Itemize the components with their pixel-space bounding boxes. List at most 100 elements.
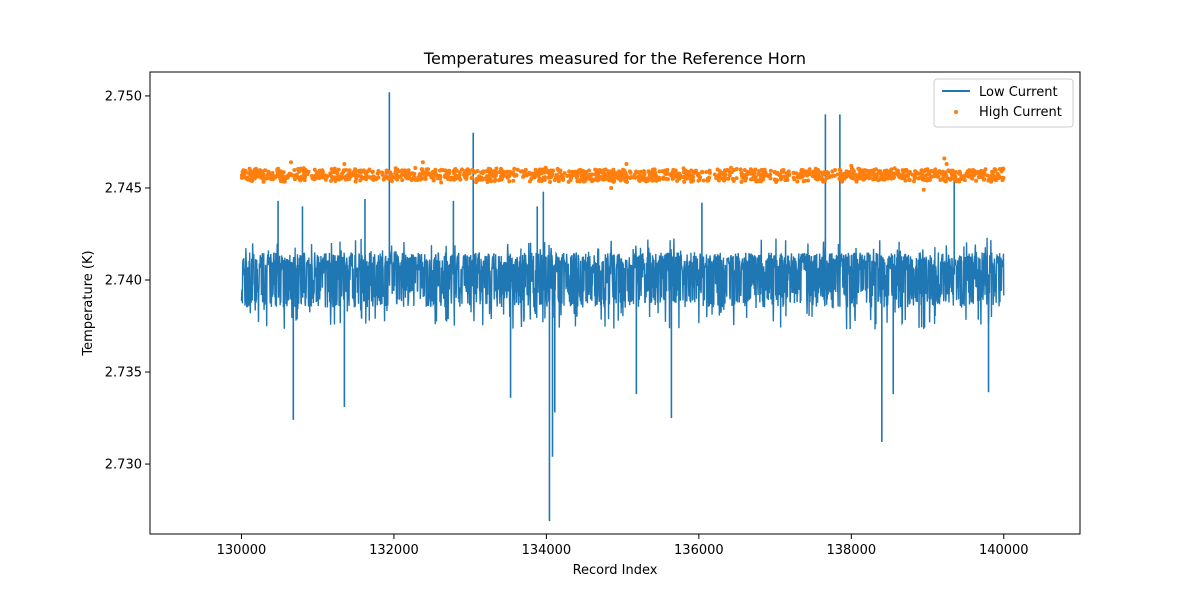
high-current-point — [900, 168, 905, 173]
high-current-point — [465, 167, 470, 172]
high-current-point — [491, 174, 496, 179]
high-current-point — [696, 178, 701, 183]
x-axis: 130000 132000 134000 136000 138000 140000 — [217, 534, 1029, 558]
high-current-point — [602, 172, 607, 177]
high-current-point — [800, 168, 805, 173]
high-current-point — [551, 168, 556, 173]
high-current-point — [641, 175, 646, 180]
high-current-point — [370, 169, 375, 174]
high-current-point — [628, 175, 633, 180]
high-current-point — [515, 167, 520, 172]
high-current-point — [248, 178, 253, 183]
high-current-point — [279, 174, 284, 179]
high-current-point — [670, 176, 675, 181]
high-current-point — [983, 167, 988, 172]
high-current-point — [256, 169, 261, 174]
high-current-point — [371, 177, 376, 182]
high-current-point — [705, 176, 710, 181]
legend-label-high-current: High Current — [979, 105, 1062, 120]
high-current-point — [751, 171, 756, 176]
high-current-point — [634, 169, 639, 174]
high-current-point — [459, 167, 464, 172]
x-tick-label: 140000 — [979, 543, 1029, 558]
high-current-point — [426, 167, 431, 172]
high-current-point — [250, 171, 255, 176]
high-current-point — [850, 174, 855, 179]
high-current-point — [358, 170, 363, 175]
high-current-point — [811, 169, 816, 174]
high-current-point — [801, 179, 806, 184]
high-current-point — [463, 172, 468, 177]
high-current-point — [581, 179, 586, 184]
high-current-point — [548, 180, 553, 185]
high-current-point — [353, 167, 358, 172]
high-current-point — [854, 179, 859, 184]
high-current-point — [477, 174, 482, 179]
high-current-point — [315, 175, 320, 180]
high-current-point — [628, 170, 633, 175]
high-current-point — [623, 176, 628, 181]
high-current-point — [481, 169, 486, 174]
high-current-point — [867, 175, 872, 180]
high-current-point — [861, 176, 866, 181]
high-current-point — [722, 171, 727, 176]
high-current-point — [593, 167, 598, 172]
high-current-point — [567, 173, 572, 178]
high-current-point — [297, 169, 302, 174]
legend-swatch-high-current — [954, 110, 958, 114]
high-current-point — [493, 177, 498, 182]
high-current-point — [550, 173, 555, 178]
high-current-point — [252, 167, 257, 172]
high-current-point — [727, 173, 732, 178]
high-current-point — [482, 176, 487, 181]
high-current-point — [266, 176, 271, 181]
high-current-point — [981, 172, 986, 177]
high-current-point — [367, 175, 372, 180]
high-current-point — [494, 166, 499, 171]
high-current-point — [982, 177, 987, 182]
high-current-point — [471, 168, 476, 173]
high-current-point — [783, 178, 788, 183]
high-current-point — [926, 170, 931, 175]
high-current-point — [611, 172, 616, 176]
high-current-point — [391, 175, 396, 180]
high-current-point — [505, 175, 510, 180]
high-current-point — [505, 169, 510, 174]
high-current-point — [663, 172, 668, 177]
high-current-point — [367, 167, 372, 172]
high-current-point — [722, 177, 727, 182]
high-current-point — [742, 168, 747, 173]
y-tick-label: 2.730 — [105, 458, 142, 473]
high-current-point — [970, 176, 975, 181]
high-current-point — [492, 169, 497, 174]
high-current-point — [856, 166, 861, 171]
high-current-point — [907, 177, 912, 182]
high-current-point — [633, 175, 638, 180]
high-current-point — [726, 168, 731, 173]
high-current-point — [772, 170, 777, 175]
high-current-point — [854, 173, 859, 178]
x-tick-label: 136000 — [674, 543, 724, 558]
high-current-point — [574, 171, 579, 176]
high-current-point — [617, 169, 622, 174]
high-current-point — [895, 172, 900, 177]
high-current-point — [560, 173, 565, 178]
high-current-point — [529, 176, 534, 181]
high-current-point — [413, 166, 418, 171]
x-tick-label: 134000 — [522, 543, 572, 558]
high-current-point — [348, 174, 353, 179]
high-current-outlier — [849, 163, 854, 168]
high-current-point — [356, 173, 361, 178]
high-current-point — [611, 175, 616, 179]
high-current-point — [826, 175, 831, 180]
high-current-point — [947, 169, 952, 174]
high-current-point — [774, 178, 779, 183]
high-current-point — [719, 176, 724, 181]
high-current-point — [791, 175, 796, 180]
high-current-point — [704, 169, 709, 174]
high-current-point — [467, 171, 472, 176]
low-current-series — [240, 92, 1005, 522]
high-current-point — [972, 170, 977, 175]
high-current-point — [1000, 178, 1005, 183]
high-current-point — [567, 169, 572, 174]
